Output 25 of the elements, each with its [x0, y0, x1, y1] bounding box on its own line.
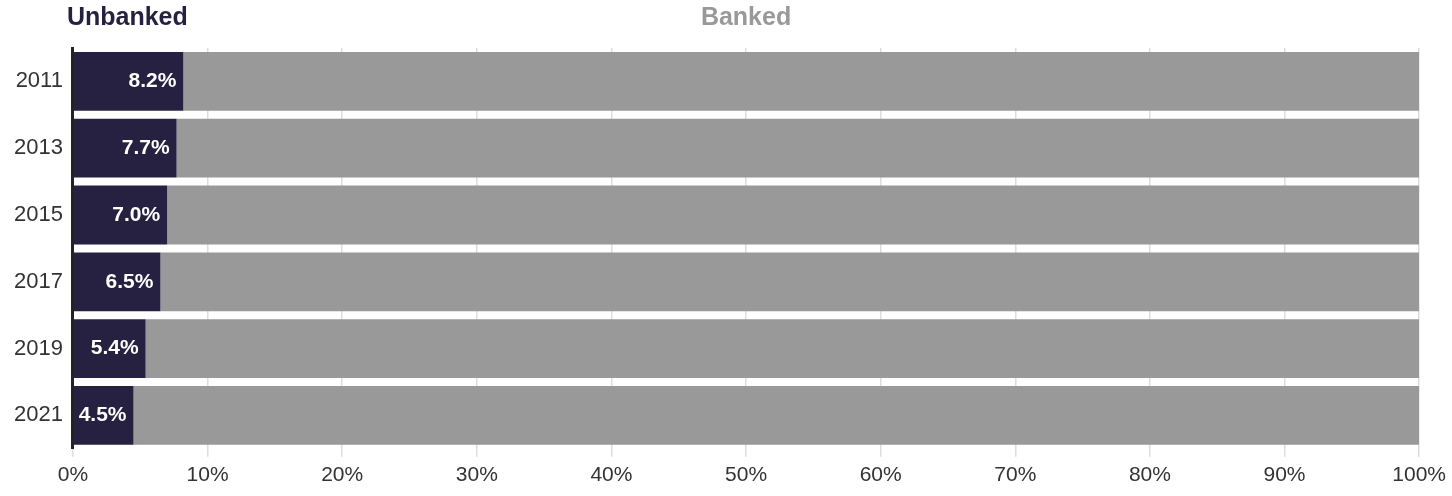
series-label: Banked [700, 1, 792, 30]
x-tick-label: 80% [1128, 462, 1171, 486]
data-label: 5.4% [90, 335, 139, 359]
data-label: 7.7% [121, 135, 170, 158]
y-tick-label: 2011 [15, 67, 63, 93]
y-tick-label: 2019 [13, 334, 63, 360]
x-tick-label: 40% [590, 462, 633, 486]
x-tick-label: 30% [455, 462, 498, 486]
x-tick-label: 90% [1263, 462, 1306, 486]
y-tick-label: 2013 [13, 134, 63, 160]
y-tick-label: 2017 [13, 267, 63, 293]
x-tick-label: 60% [859, 462, 902, 486]
data-label: 6.5% [105, 268, 154, 292]
series-label: Unbanked [66, 1, 188, 30]
x-tick-label: 0% [57, 462, 89, 486]
data-label: 8.2% [128, 68, 177, 92]
y-tick-label: 2015 [13, 201, 63, 227]
x-tick-label: 10% [186, 462, 229, 486]
data-label: 4.5% [78, 402, 127, 426]
x-tick-label: 100% [1392, 462, 1446, 486]
data-label: 7.0% [112, 201, 161, 225]
y-tick-label: 2021 [13, 401, 63, 427]
x-tick-label: 70% [994, 462, 1037, 486]
x-tick-label: 20% [321, 462, 364, 486]
x-tick-label: 50% [725, 462, 768, 486]
